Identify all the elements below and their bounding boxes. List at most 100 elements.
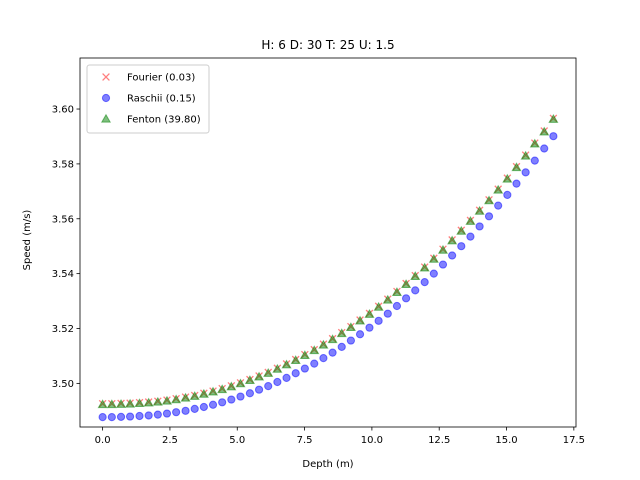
data-point — [282, 373, 291, 382]
data-point — [125, 398, 136, 408]
axes: 0.0 2.5 5.0 7.5 10.0 12.5 15.0 17.5 3.50 3.52 3.54… — [52, 57, 585, 446]
data-point — [328, 348, 337, 357]
data-point — [355, 330, 365, 339]
data-point — [548, 113, 559, 123]
data-point — [392, 301, 402, 311]
y-tick-label: 3.58 — [52, 159, 74, 170]
data-point — [383, 309, 392, 318]
data-point — [152, 396, 163, 406]
data-point — [198, 388, 209, 398]
data-point — [161, 395, 173, 405]
legend: Fourier (0.03) Raschii (0.15) Fenton (39.8… — [86, 64, 210, 134]
data-point — [530, 156, 539, 165]
data-point — [189, 391, 200, 400]
data-point — [447, 235, 458, 245]
x-tick-label: 10.0 — [361, 435, 383, 446]
data-point — [227, 395, 236, 404]
data-point — [115, 399, 127, 408]
data-point — [420, 278, 429, 287]
data-point — [254, 371, 265, 381]
data-point — [217, 384, 228, 394]
data-point — [391, 287, 402, 296]
data-point — [181, 406, 190, 415]
chart-title: H: 6 D: 30 T: 25 U: 1.5 — [261, 38, 394, 52]
data-point — [208, 400, 218, 409]
data-point — [97, 399, 108, 409]
legend-marker — [100, 113, 112, 123]
data-point — [309, 345, 320, 355]
plot-area — [97, 113, 559, 422]
data-point — [144, 411, 153, 420]
y-tick-label: 3.50 — [52, 379, 74, 390]
data-point — [511, 162, 522, 172]
legend-marker — [101, 93, 111, 103]
data-point — [207, 386, 219, 396]
data-point — [428, 253, 439, 263]
legend-box — [86, 64, 210, 134]
data-point — [521, 168, 530, 177]
data-point — [429, 269, 438, 278]
data-point — [226, 381, 237, 391]
data-point — [98, 413, 107, 422]
data-point — [503, 190, 512, 200]
data-point — [549, 132, 558, 141]
x-tick-label: 0.0 — [95, 435, 111, 446]
data-point — [493, 184, 504, 194]
data-point — [116, 412, 126, 421]
data-point — [300, 364, 309, 373]
data-point — [235, 378, 246, 388]
data-point — [474, 205, 485, 215]
data-point — [336, 328, 347, 338]
data-point — [310, 359, 319, 368]
series-2 — [98, 132, 558, 422]
data-point — [125, 412, 135, 421]
data-point — [512, 179, 521, 188]
x-tick-label: 5.0 — [229, 435, 245, 446]
data-point — [190, 404, 199, 413]
data-point — [540, 144, 549, 153]
data-point — [180, 392, 191, 402]
data-point — [401, 279, 412, 288]
data-point — [539, 126, 550, 136]
data-point — [374, 316, 383, 325]
data-point — [106, 399, 117, 409]
data-point — [153, 410, 162, 419]
data-point — [218, 398, 227, 407]
data-point — [382, 294, 393, 304]
data-point — [263, 368, 274, 377]
data-point — [419, 262, 430, 272]
data-point — [502, 173, 513, 183]
data-point — [354, 315, 366, 325]
data-point — [264, 382, 273, 391]
data-point — [410, 271, 421, 281]
x-tick-label: 15.0 — [495, 435, 517, 446]
axes-frame — [79, 57, 577, 428]
data-point — [337, 342, 346, 351]
data-point — [162, 409, 172, 418]
data-point — [475, 222, 484, 231]
data-point — [319, 354, 328, 363]
data-point — [411, 286, 420, 295]
legend-label: Fenton (39.80) — [127, 115, 201, 126]
x-axis-title: Depth (m) — [302, 459, 353, 470]
data-point — [273, 377, 282, 387]
y-tick-label: 3.54 — [52, 269, 74, 280]
data-point — [199, 402, 208, 412]
data-point — [327, 334, 338, 344]
x-tick-label: 7.5 — [297, 435, 313, 446]
data-point — [364, 309, 375, 318]
data-point — [484, 212, 494, 221]
x-tick-label: 12.5 — [428, 435, 450, 446]
x-tick-label: 2.5 — [162, 435, 178, 446]
data-point — [373, 301, 384, 311]
legend-item-2: Raschii (0.15) — [101, 93, 196, 105]
data-point — [456, 225, 467, 235]
data-point — [345, 322, 356, 332]
data-point — [520, 150, 531, 160]
data-point — [465, 216, 476, 225]
data-point — [281, 359, 292, 369]
data-point — [290, 355, 301, 364]
legend-item-1: Fourier (0.03) — [102, 73, 195, 84]
data-point — [291, 369, 300, 378]
